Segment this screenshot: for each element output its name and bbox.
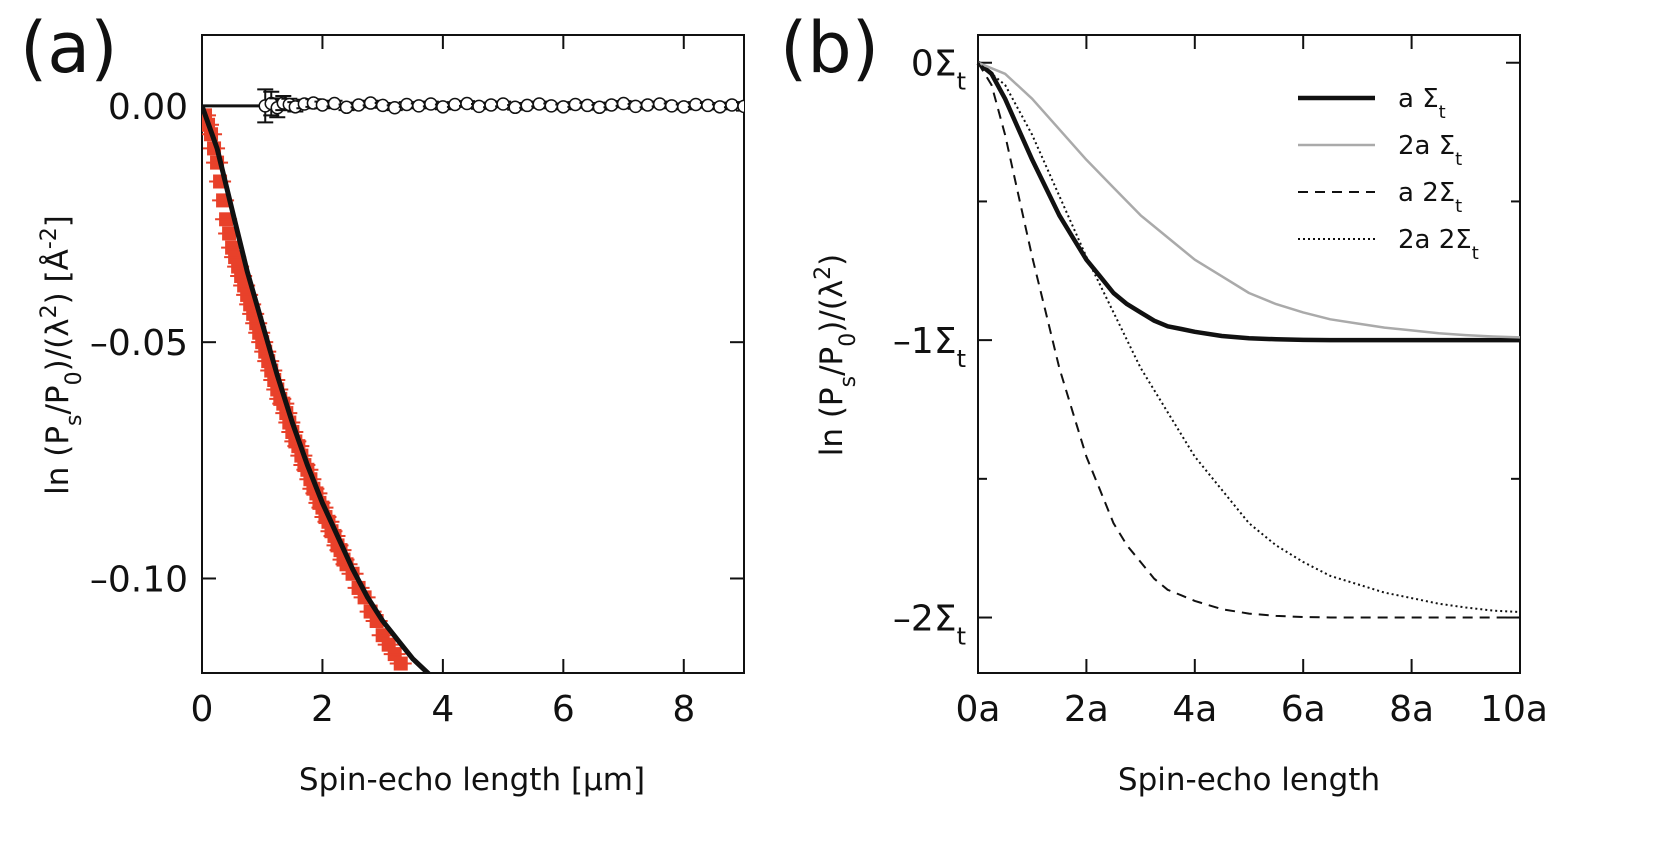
x-tick-label: 6a <box>1281 689 1326 730</box>
panel-a-plot-area <box>202 88 744 673</box>
panel-a-label: (a) <box>20 7 118 89</box>
panel-a-ticks: 0 2 4 6 8 0.00 –0.05 –0.10 <box>90 35 744 730</box>
fit-curve <box>202 105 432 673</box>
legend-label: 2a Σt <box>1398 131 1462 170</box>
panel-a-ylabel-group: ln (Ps/P0)/(λ2) [Å-2] <box>37 215 87 495</box>
x-tick-label: 4 <box>431 689 454 730</box>
panel-b-label: (b) <box>780 7 879 89</box>
series-line-thin-gray <box>977 61 1521 339</box>
x-tick-label: 0a <box>956 689 1001 730</box>
series-line-dotted <box>977 61 1521 613</box>
panel-b-legend: a Σt 2a Σt a 2Σt 2a 2Σt <box>1298 84 1479 264</box>
legend-label: 2a 2Σt <box>1398 225 1479 264</box>
series-line-dashed <box>977 62 1520 619</box>
y-tick-label: 0.00 <box>108 87 188 128</box>
open-circle-point <box>737 99 744 114</box>
panel-b-marks <box>976 60 1521 619</box>
panel-b-ticks: 0a 2a 4a 6a 8a 10a 0Σt –1Σt –2Σt <box>893 35 1548 730</box>
panel-b-ylabel-group: ln (Ps/P0)/(λ2) <box>811 254 861 457</box>
x-tick-label: 2 <box>311 689 334 730</box>
open-circle-point <box>725 98 739 112</box>
y-tick-label: 0Σt <box>911 44 966 96</box>
legend-label: a Σt <box>1398 84 1446 123</box>
x-tick-label: 4a <box>1172 689 1217 730</box>
y-tick-label: –2Σt <box>893 599 966 651</box>
x-tick-label: 6 <box>552 689 575 730</box>
panel-b-frame <box>977 34 1521 674</box>
x-tick-label: 0 <box>191 689 214 730</box>
y-tick-label: –1Σt <box>893 321 966 373</box>
panel-a-xlabel: Spin-echo length [µm] <box>299 762 645 798</box>
panel-b-ylabel: ln (Ps/P0)/(λ2) <box>811 254 861 457</box>
panel-a-marks <box>202 88 744 673</box>
panel-b-xlabel: Spin-echo length <box>1118 762 1380 798</box>
legend-label: a 2Σt <box>1398 178 1462 217</box>
x-tick-label: 8a <box>1389 689 1434 730</box>
series-line-thick-solid <box>976 60 1520 343</box>
x-tick-label: 8 <box>672 689 695 730</box>
panel-a-ylabel: ln (Ps/P0)/(λ2) [Å-2] <box>37 215 87 495</box>
y-tick-label: –0.05 <box>90 323 188 364</box>
x-tick-label: 10a <box>1480 689 1548 730</box>
panel-a: (a) 0 2 4 6 8 0.00 –0.05 –0.10 Spin-echo length… <box>20 7 745 798</box>
y-tick-label: –0.10 <box>90 559 188 600</box>
panel-a-frame <box>201 34 745 674</box>
x-tick-label: 2a <box>1064 689 1109 730</box>
